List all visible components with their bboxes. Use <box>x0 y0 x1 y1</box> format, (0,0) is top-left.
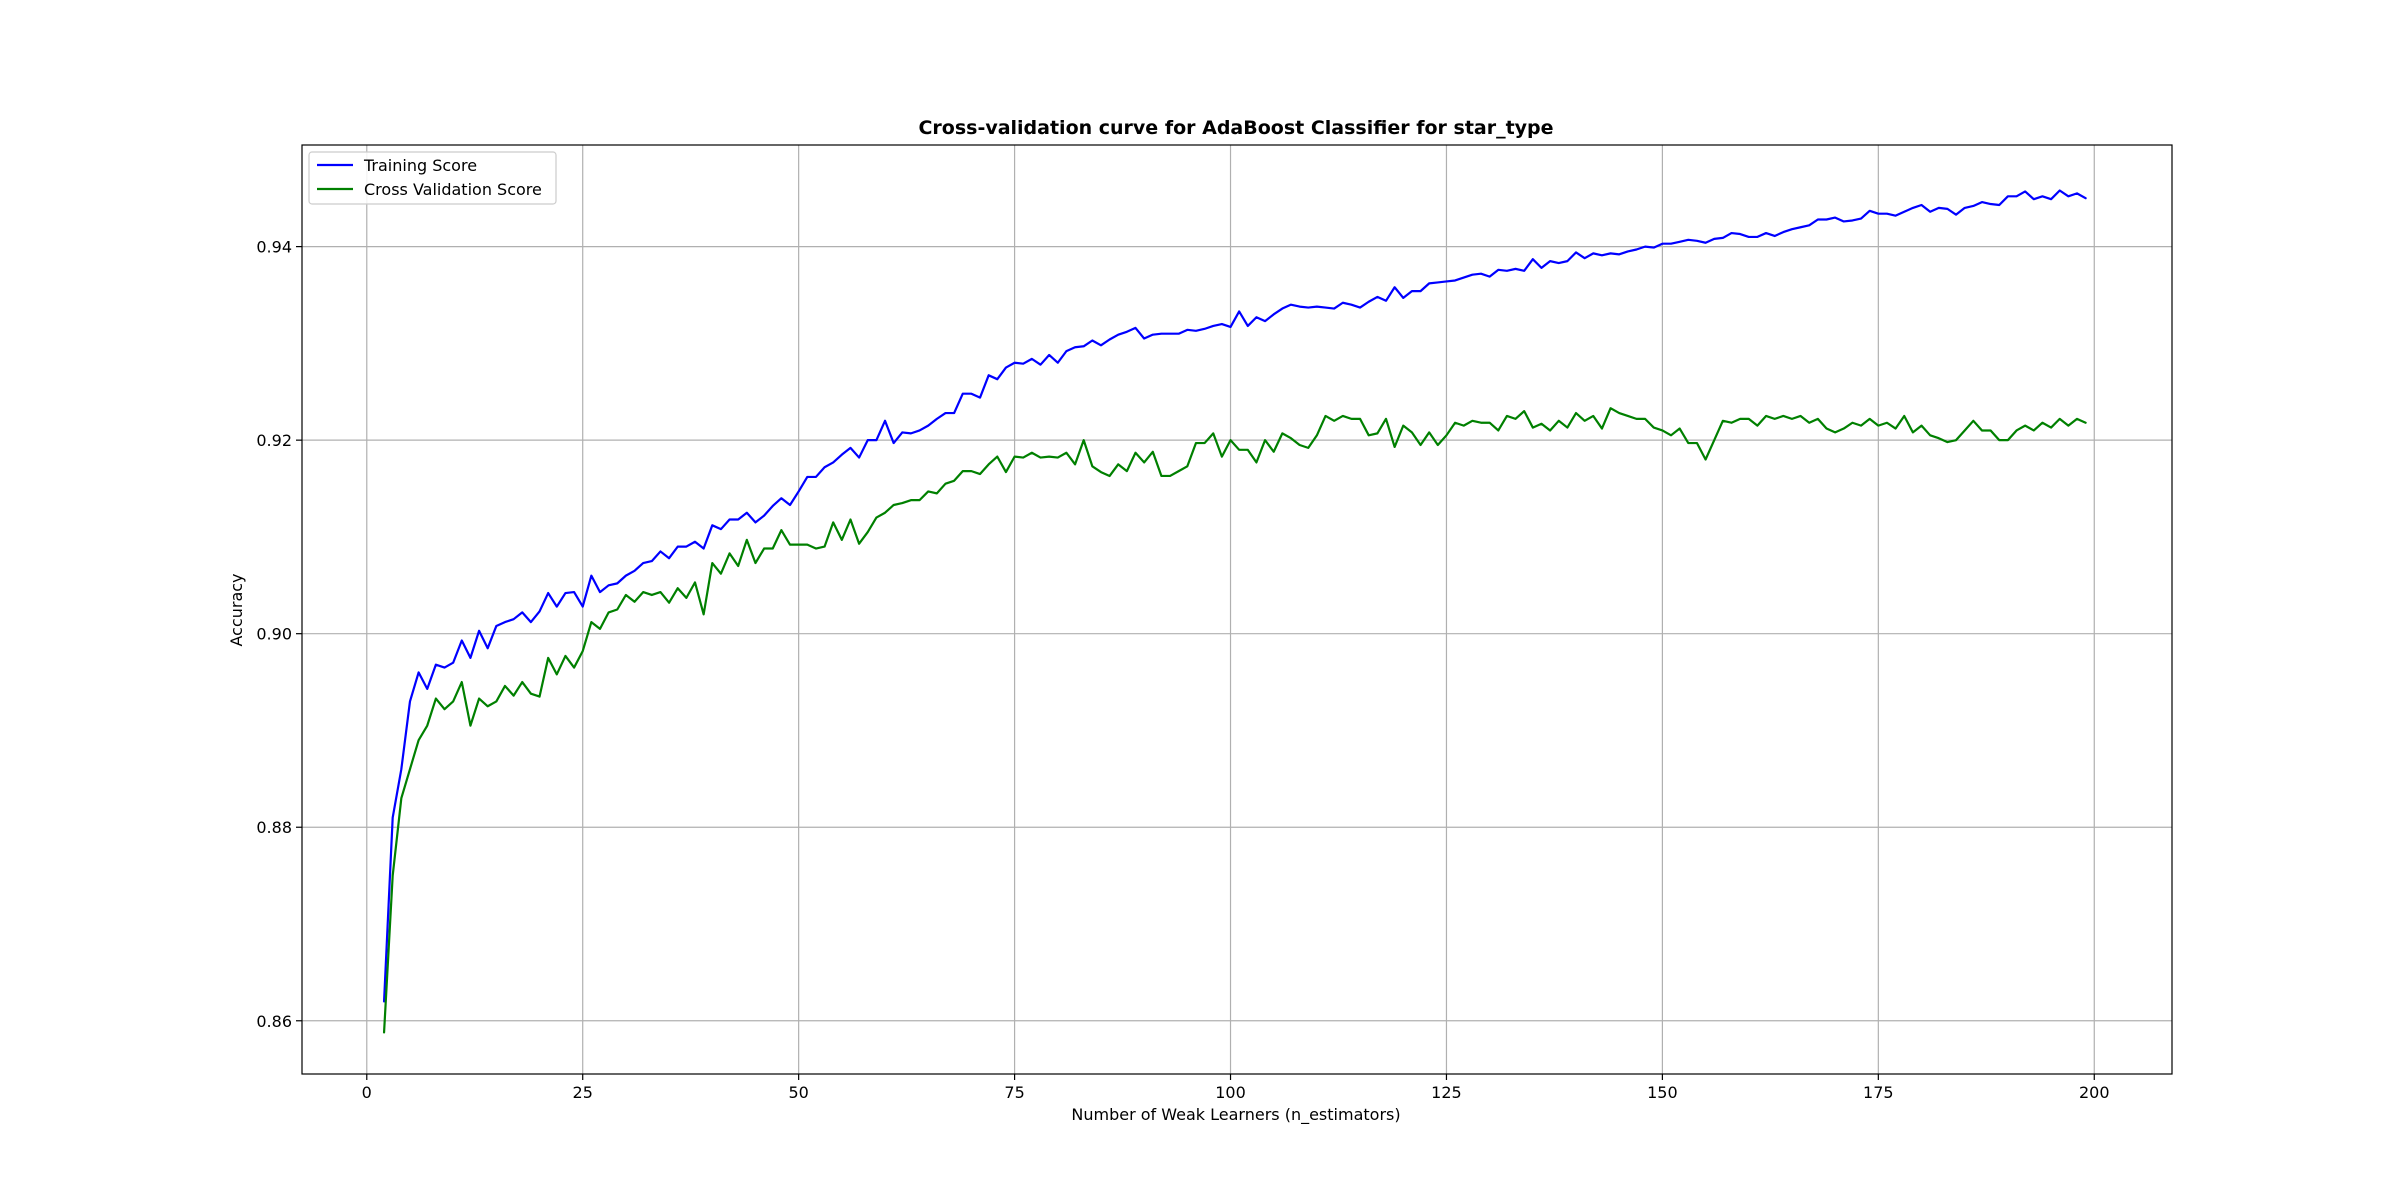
y-axis-label: Accuracy <box>227 573 246 646</box>
y-tick-label: 0.86 <box>256 1012 292 1031</box>
legend-label-cross-validation: Cross Validation Score <box>364 180 542 199</box>
training-score-line <box>382 189 2087 1003</box>
x-tick-label: 125 <box>1431 1083 1462 1102</box>
x-tick-label: 150 <box>1647 1083 1678 1102</box>
y-tick-label: 0.92 <box>256 431 292 450</box>
axis-ticks: 0 25 50 75 100 125 150 175 200 0.86 0.88 0.90 0.92 0.… <box>256 238 2109 1102</box>
legend-label-training: Training Score <box>363 156 477 175</box>
x-tick-label: 75 <box>1004 1083 1024 1102</box>
x-tick-label: 200 <box>2079 1083 2110 1102</box>
chart-title: Cross-validation curve for AdaBoost Clas… <box>918 117 1553 139</box>
x-tick-label: 0 <box>362 1083 372 1102</box>
x-tick-label: 100 <box>1215 1083 1246 1102</box>
grid-lines <box>302 145 2172 1074</box>
y-tick-label: 0.88 <box>256 818 292 837</box>
x-axis-label: Number of Weak Learners (n_estimators) <box>1071 1105 1400 1125</box>
x-tick-label: 50 <box>788 1083 808 1102</box>
y-tick-label: 0.94 <box>256 238 292 257</box>
legend-box <box>308 151 557 205</box>
series-lines <box>382 189 2087 1034</box>
legend: Training Score Cross Validation Score <box>308 151 557 205</box>
x-tick-label: 175 <box>1863 1083 1894 1102</box>
y-tick-label: 0.90 <box>256 625 292 644</box>
x-tick-label: 25 <box>573 1083 593 1102</box>
plot-frame <box>301 144 2173 1075</box>
cross-validation-score-line <box>382 407 2087 1034</box>
